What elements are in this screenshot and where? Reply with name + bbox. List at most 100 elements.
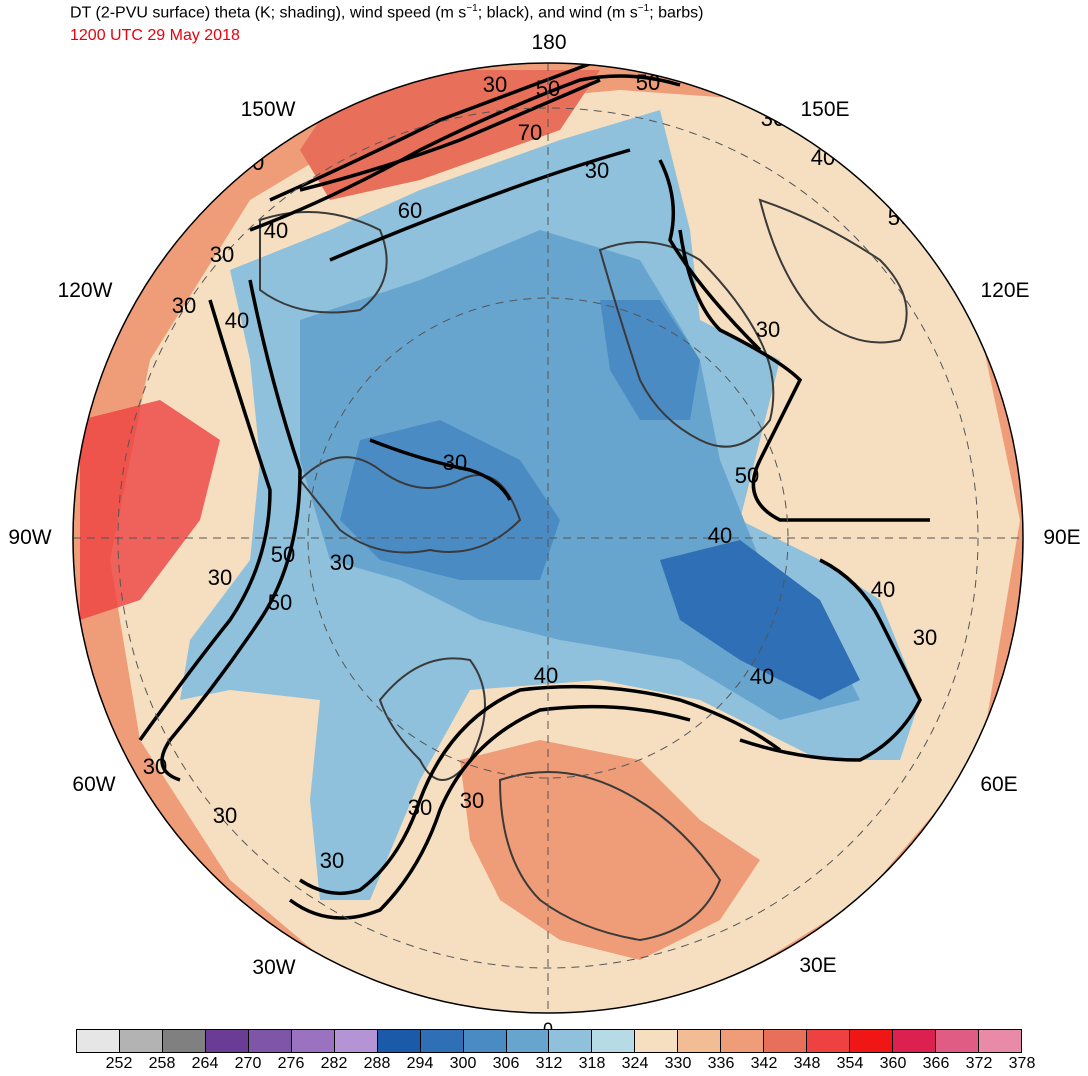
- contour-label: 30: [761, 106, 785, 131]
- chart-title: DT (2-PVU surface) theta (K; shading), w…: [70, 3, 704, 22]
- colorbar-tick-label: 330: [664, 1055, 692, 1072]
- jet-contour-eurasia-2: [739, 558, 922, 762]
- lon-label-150w: 150W: [240, 98, 296, 121]
- contour-label: 30: [913, 625, 937, 650]
- colorbar-swatch: [635, 1030, 679, 1052]
- colorbar-tick-labels: 252 258 264 270 276 282 288 294 300 306 312 318 324 3…: [76, 1055, 1036, 1075]
- colorbar-tick-label: 264: [191, 1055, 219, 1072]
- colorbar-swatch: [807, 1030, 851, 1052]
- coastline-siberia: [598, 241, 775, 448]
- contour-label: 30: [210, 242, 234, 267]
- contour-label: 30: [483, 72, 507, 97]
- contour-label: 50: [536, 76, 560, 101]
- parallel-70n: [307, 297, 789, 779]
- colorbar-tick-label: 282: [320, 1055, 348, 1072]
- contour-label: 50: [888, 205, 912, 230]
- contour-label: 30: [143, 754, 167, 779]
- contour-label: 30: [756, 317, 780, 342]
- lon-label-120e: 120E: [980, 279, 1030, 302]
- colorbar-tick-label: 360: [879, 1055, 907, 1072]
- colorbar-swatch: [549, 1030, 593, 1052]
- jet-contour-baffin: [369, 438, 512, 501]
- colorbar-tick-label: 336: [707, 1055, 735, 1072]
- jet-contour-pacific-2: [269, 63, 601, 202]
- contour-label: 30: [320, 848, 344, 873]
- contour-label: 30: [240, 150, 264, 175]
- jet-contour-pacific-1: [249, 74, 681, 232]
- warm-region-namerica: [80, 400, 220, 620]
- colorbar-swatch: [162, 1030, 206, 1052]
- jet-contour-pacific-inner: [329, 148, 631, 262]
- jet-contour-atlantic-2: [288, 704, 691, 920]
- lon-label-30w: 30W: [252, 956, 296, 979]
- europe-warm: [460, 740, 760, 960]
- contour-label: 30: [213, 803, 237, 828]
- colorbar-swatch: [119, 1030, 163, 1052]
- colorbar-swatch: [678, 1030, 722, 1052]
- colorbar-tick-label: 324: [621, 1055, 649, 1072]
- contour-label: 30: [330, 550, 354, 575]
- wind-speed-contours: [138, 63, 930, 920]
- contour-label: 30: [408, 795, 432, 820]
- lon-label-60w: 60W: [72, 773, 116, 796]
- colorbar-tick-label: 288: [363, 1055, 391, 1072]
- contour-label: 30: [443, 450, 467, 475]
- map-disk: 30 50 50 70 30 60 40 30 30 40 30 30 40 5…: [73, 63, 1023, 1013]
- colorbar-swatch: [936, 1030, 980, 1052]
- colorbar-tick-label: 312: [535, 1055, 563, 1072]
- jet-contour-namerica-2: [138, 299, 272, 742]
- colorbar-tick-label: 342: [750, 1055, 778, 1072]
- coastline-greenland: [378, 657, 486, 781]
- cold-core-4: [660, 540, 860, 700]
- coastline-russia-east: [758, 198, 908, 344]
- colorbar-swatch: [377, 1030, 421, 1052]
- jet-contour-eurasia-3: [658, 159, 762, 352]
- colorbar-tick-label: 258: [148, 1055, 176, 1072]
- contour-label: 30: [208, 565, 232, 590]
- contour-label: 40: [534, 663, 558, 688]
- contour-label: 60: [398, 198, 422, 223]
- colorbar-swatch: [334, 1030, 378, 1052]
- contour-label: 40: [225, 308, 249, 333]
- colorbar-tick-label: 318: [578, 1055, 606, 1072]
- colorbar-tick-label: 276: [277, 1055, 305, 1072]
- colorbar-tick-label: 294: [406, 1055, 434, 1072]
- colorbar-tick-label: 348: [793, 1055, 821, 1072]
- contour-label: 50: [271, 542, 295, 567]
- contour-label: 50: [735, 463, 759, 488]
- coastline-europe: [498, 771, 722, 942]
- colorbar-tick-label: 366: [922, 1055, 950, 1072]
- cold-core-2: [340, 420, 560, 580]
- jet-contour-pacific-3: [299, 78, 601, 192]
- coastline-canada: [298, 456, 522, 554]
- colorbar-swatch: [592, 1030, 636, 1052]
- colorbar-tick-label: 252: [105, 1055, 133, 1072]
- parallel-50n: [117, 107, 979, 969]
- map-border: [72, 62, 1024, 1014]
- colorbar-swatch: [850, 1030, 894, 1052]
- colorbar-swatch: [721, 1030, 765, 1052]
- colorbar-swatch: [248, 1030, 292, 1052]
- contour-label: 40: [871, 577, 895, 602]
- graticule: [73, 63, 1023, 1013]
- valid-time: 1200 UTC 29 May 2018: [70, 27, 240, 44]
- contour-label: 40: [264, 218, 288, 243]
- lon-label-90w: 90W: [8, 526, 52, 549]
- colorbar-tick-label: 372: [965, 1055, 993, 1072]
- contour-label: 40: [708, 523, 732, 548]
- lon-label-30e: 30E: [799, 954, 837, 977]
- jet-contour-atlantic-1: [299, 684, 782, 896]
- lon-label-150e: 150E: [800, 98, 850, 121]
- colorbar-swatch: [764, 1030, 808, 1052]
- jet-contour-namerica-1: [160, 279, 302, 782]
- contour-label: 40: [750, 664, 774, 689]
- colorbar-tick-label: 300: [449, 1055, 477, 1072]
- colorbar-swatch: [205, 1030, 249, 1052]
- contour-label: 30: [460, 788, 484, 813]
- land-outlines: [259, 198, 908, 942]
- colorbar-swatch: [77, 1030, 120, 1052]
- lon-label-120w: 120W: [57, 279, 113, 302]
- colorbar-tick-label: 306: [492, 1055, 520, 1072]
- colorbar-tick-label: 270: [234, 1055, 262, 1072]
